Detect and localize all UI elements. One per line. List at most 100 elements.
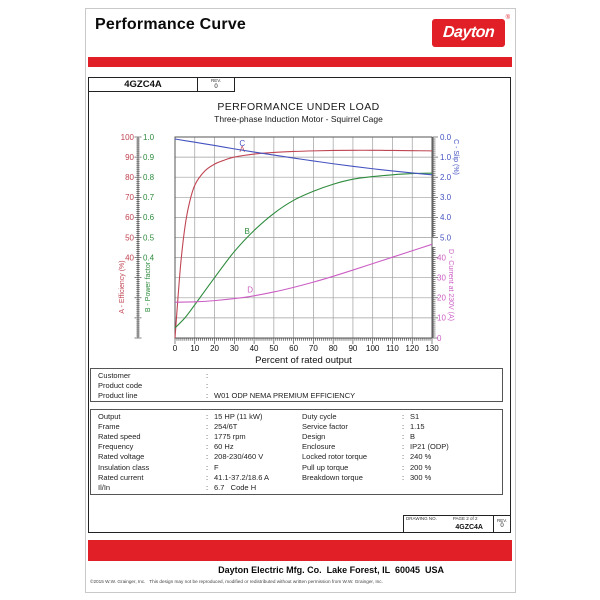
colon: : — [402, 431, 405, 441]
svg-text:3.0: 3.0 — [440, 193, 452, 202]
svg-text:50: 50 — [125, 233, 134, 242]
field-label: Product line — [98, 390, 138, 400]
copyright-notice: ©2015 W.W. Grainger, Inc. This design ma… — [90, 580, 383, 585]
rev-value: 0 — [500, 523, 504, 530]
model-number: 4GZC4A — [88, 77, 198, 92]
svg-text:10: 10 — [190, 344, 199, 353]
drawing-no-label: DRAWING NO. — [406, 516, 437, 521]
svg-text:20: 20 — [437, 294, 446, 303]
colon: : — [206, 370, 209, 380]
field-label: Insulation class — [98, 462, 150, 472]
svg-text:90: 90 — [125, 153, 134, 162]
colon: : — [206, 442, 209, 452]
colon: : — [402, 442, 405, 452]
field-value: F — [214, 462, 219, 472]
svg-text:80: 80 — [329, 344, 338, 353]
svg-text:40: 40 — [125, 253, 134, 262]
table-row: Product line: W01 ODP NEMA PREMIUM EFFICI… — [91, 390, 502, 400]
svg-text:0.9: 0.9 — [143, 153, 155, 162]
dayton-logo-text: Dayton — [442, 24, 495, 41]
field-label: Rated current — [98, 472, 144, 482]
svg-text:60: 60 — [289, 344, 298, 353]
chart-subtitle: Three-phase Induction Motor - Squirrel C… — [214, 114, 383, 124]
field-label: Customer — [98, 370, 131, 380]
chart-title: PERFORMANCE UNDER LOAD — [217, 101, 380, 113]
svg-text:110: 110 — [386, 344, 399, 353]
field-value: 208-230/460 V — [214, 452, 264, 462]
colon: : — [402, 421, 405, 431]
table-row: Rated voltage:208-230/460 V Locked rotor … — [91, 452, 502, 462]
svg-text:A: A — [240, 145, 246, 154]
table-row: Rated speed:1775 rpm Design: B — [91, 431, 502, 441]
svg-text:D - Current at 230V (A): D - Current at 230V (A) — [447, 249, 454, 321]
spec-table: Output:15 HP (11 kW) Duty cycle: S1 Frame:2… — [90, 409, 503, 495]
table-row: Product code: — [91, 380, 502, 390]
field-label: Product code — [98, 380, 143, 390]
colon: : — [206, 390, 209, 400]
field-label: Rated speed — [98, 431, 141, 441]
field-value: IP21 (ODP) — [410, 442, 449, 452]
svg-text:5.0: 5.0 — [440, 233, 452, 242]
svg-text:90: 90 — [348, 344, 357, 353]
dayton-logo: Dayton ® — [432, 15, 510, 47]
svg-text:2.0: 2.0 — [440, 173, 452, 182]
svg-text:1.0: 1.0 — [440, 153, 452, 162]
field-label: Frequency — [98, 442, 134, 452]
svg-text:0.8: 0.8 — [143, 173, 155, 182]
table-row: Output:15 HP (11 kW) Duty cycle: S1 — [91, 411, 502, 421]
model-header-box: 4GZC4A REV. 0 — [88, 77, 235, 92]
colon: : — [402, 411, 405, 421]
svg-text:100: 100 — [366, 344, 380, 353]
svg-text:70: 70 — [125, 193, 134, 202]
registered-mark-icon: ® — [505, 15, 510, 21]
colon: : — [206, 421, 209, 431]
svg-text:Percent of rated output: Percent of rated output — [255, 355, 352, 366]
field-label: Frame — [98, 421, 120, 431]
rev-value: 0 — [214, 83, 218, 90]
field-label: Locked rotor torque — [302, 452, 368, 462]
svg-text:120: 120 — [406, 344, 420, 353]
svg-text:A - Efficiency (%): A - Efficiency (%) — [119, 260, 126, 313]
field-label: Pull up torque — [302, 462, 349, 472]
table-row: Insulation class: F Pull up torque:200 % — [91, 462, 502, 472]
customer-table: Customer: Product code: Product line: W01 O… — [90, 368, 503, 402]
table-row: Frequency:60 Hz Enclosure: IP21 (ODP) — [91, 442, 502, 452]
field-label: Design — [302, 431, 326, 441]
colon: : — [206, 452, 209, 462]
field-value: B — [410, 431, 416, 441]
document-frame — [88, 77, 511, 533]
svg-text:B - Power factor: B - Power factor — [145, 261, 152, 312]
colon: : — [402, 462, 405, 472]
drawing-number: 4GZC4A — [455, 524, 483, 531]
table-row: Customer: — [91, 370, 502, 380]
field-value: 6.7 Code H — [214, 482, 257, 492]
svg-text:130: 130 — [425, 344, 439, 353]
revision-cell: REV. 0 — [198, 77, 235, 92]
svg-text:4.0: 4.0 — [440, 213, 452, 222]
svg-text:D: D — [247, 285, 253, 294]
svg-text:0.5: 0.5 — [143, 233, 155, 242]
field-value: 300 % — [410, 472, 432, 482]
field-value: 1.15 — [410, 421, 425, 431]
svg-text:1.0: 1.0 — [143, 133, 155, 142]
table-row: Il/In:6.7 Code H — [91, 482, 502, 492]
colon: : — [206, 380, 209, 390]
svg-text:50: 50 — [269, 344, 278, 353]
svg-text:100: 100 — [121, 133, 135, 142]
page-indicator: PAGE 2 of 2 — [452, 516, 478, 521]
field-value: 1775 rpm — [214, 431, 246, 441]
rev-label: REV. — [496, 517, 508, 523]
svg-text:0.4: 0.4 — [143, 253, 155, 262]
page-title: Performance Curve — [95, 16, 247, 33]
field-value: 240 % — [410, 452, 432, 462]
rev-label: REV. — [210, 78, 222, 84]
svg-text:40: 40 — [250, 344, 259, 353]
field-value: 254/6T — [214, 421, 238, 431]
svg-text:0.0: 0.0 — [440, 133, 452, 142]
field-value: 200 % — [410, 462, 432, 472]
field-label: Enclosure — [302, 442, 336, 452]
drawing-number-cell: DRAWING NO. PAGE 2 of 2 4GZC4A — [404, 516, 493, 532]
colon: : — [206, 482, 209, 492]
